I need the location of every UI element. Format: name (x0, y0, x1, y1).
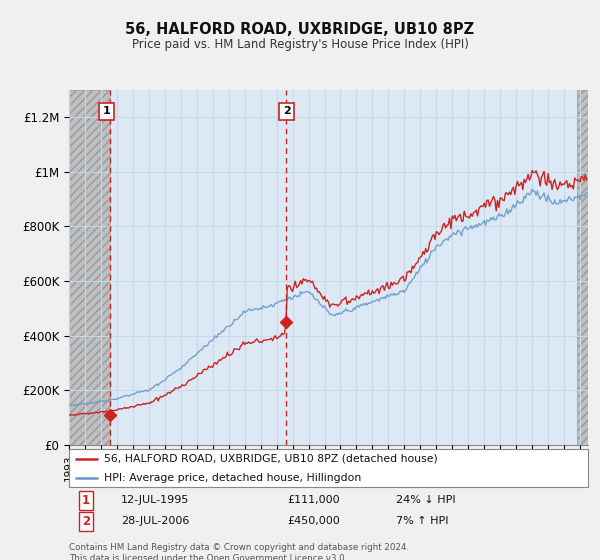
Text: 7% ↑ HPI: 7% ↑ HPI (396, 516, 448, 526)
Text: 1: 1 (82, 494, 90, 507)
Bar (577, 90, 588, 445)
Text: 1: 1 (103, 106, 110, 116)
Text: 24% ↓ HPI: 24% ↓ HPI (396, 495, 455, 505)
Text: 28-JUL-2006: 28-JUL-2006 (121, 516, 189, 526)
Text: 56, HALFORD ROAD, UXBRIDGE, UB10 8PZ: 56, HALFORD ROAD, UXBRIDGE, UB10 8PZ (125, 22, 475, 38)
Text: Price paid vs. HM Land Registry's House Price Index (HPI): Price paid vs. HM Land Registry's House … (131, 38, 469, 50)
Text: HPI: Average price, detached house, Hillingdon: HPI: Average price, detached house, Hill… (104, 473, 362, 483)
Text: Contains HM Land Registry data © Crown copyright and database right 2024.
This d: Contains HM Land Registry data © Crown c… (69, 543, 409, 560)
Text: £111,000: £111,000 (287, 495, 340, 505)
Text: 56, HALFORD ROAD, UXBRIDGE, UB10 8PZ (detached house): 56, HALFORD ROAD, UXBRIDGE, UB10 8PZ (de… (104, 454, 438, 464)
Bar (577, 90, 588, 445)
Text: 2: 2 (283, 106, 290, 116)
Text: £450,000: £450,000 (287, 516, 340, 526)
Text: 2: 2 (82, 515, 90, 528)
Text: 12-JUL-1995: 12-JUL-1995 (121, 495, 189, 505)
Bar (69, 90, 110, 445)
Bar (69, 90, 110, 445)
